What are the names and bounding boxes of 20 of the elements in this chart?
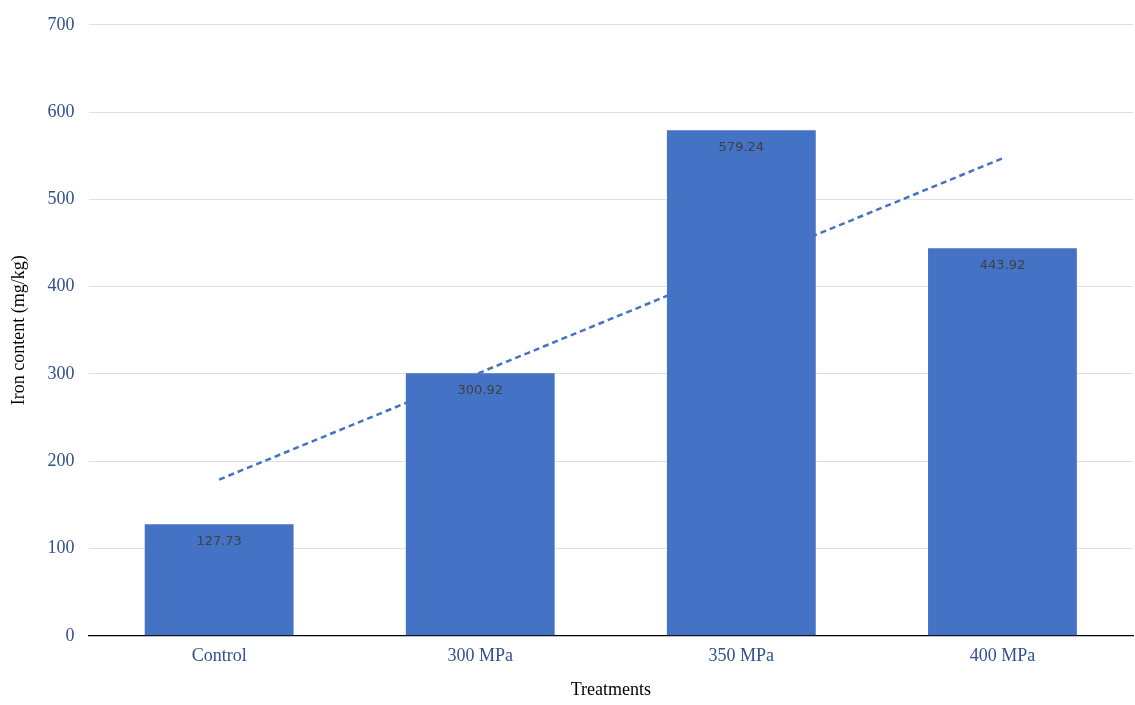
data-label: 300.92 (457, 382, 503, 398)
y-tick-label: 500 (47, 188, 75, 209)
data-label: 127.73 (196, 533, 242, 549)
y-tick-label: 700 (47, 13, 75, 34)
y-axis-title: Iron content (mg/kg) (7, 255, 29, 406)
data-label: 443.92 (979, 257, 1026, 273)
y-tick-label: 300 (47, 362, 75, 383)
y-tick-label: 0 (65, 624, 75, 645)
y-tick-label: 200 (47, 449, 75, 470)
data-label: 579.24 (718, 139, 765, 155)
bar (144, 524, 294, 636)
x-tick-label: 350 MPa (708, 645, 775, 666)
x-tick-label: 400 MPa (969, 645, 1036, 666)
y-tick-label: 100 (47, 537, 75, 558)
x-axis-title: Treatments (570, 678, 651, 699)
bar (928, 248, 1077, 636)
x-tick-label: Control (191, 645, 247, 666)
y-tick-label: 400 (47, 275, 75, 296)
x-tick-label: 300 MPa (447, 645, 514, 666)
y-tick-label: 600 (47, 100, 75, 121)
